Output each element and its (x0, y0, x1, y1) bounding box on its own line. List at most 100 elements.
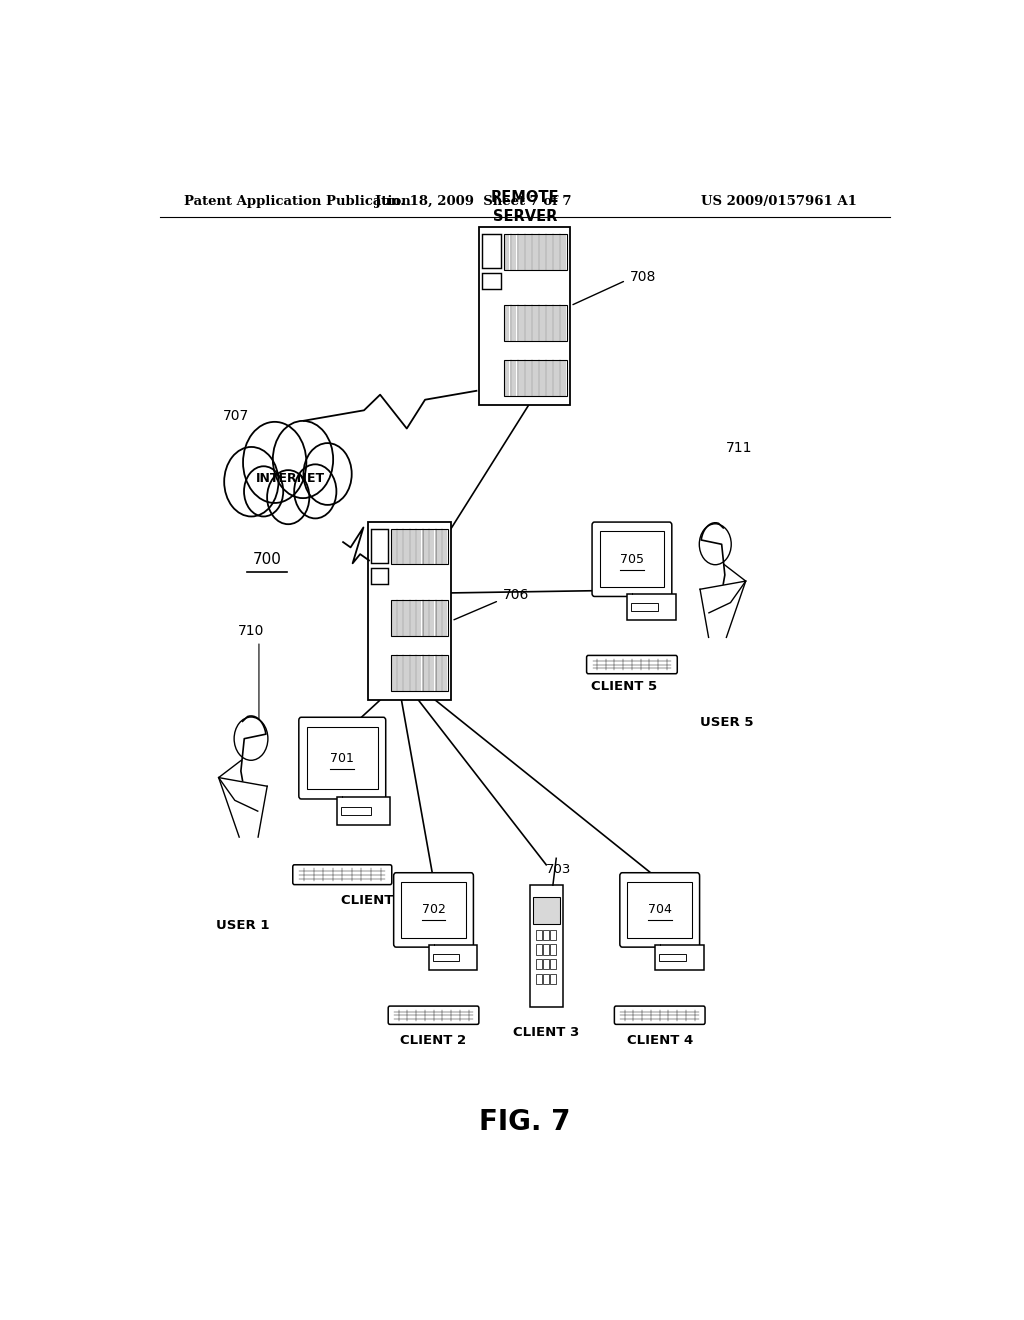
Text: 705: 705 (620, 553, 644, 566)
Text: USER 1: USER 1 (216, 919, 269, 932)
Bar (411, 529, 415, 565)
Circle shape (267, 470, 309, 524)
Circle shape (303, 444, 351, 504)
Bar (404, 601, 409, 636)
Circle shape (243, 422, 306, 503)
Bar (550, 929, 556, 940)
Bar (504, 360, 567, 396)
Bar (547, 360, 552, 396)
Bar (337, 797, 390, 825)
Bar (543, 929, 549, 940)
Bar (390, 655, 449, 690)
Bar (505, 360, 510, 396)
Text: 707: 707 (223, 409, 249, 422)
Bar (504, 234, 567, 269)
Bar (525, 360, 530, 396)
Text: US 2009/0157961 A1: US 2009/0157961 A1 (700, 194, 857, 207)
Bar (417, 601, 422, 636)
Bar (550, 958, 556, 969)
Bar (404, 655, 409, 690)
Bar (512, 234, 516, 269)
Bar (423, 655, 428, 690)
Bar (423, 601, 428, 636)
Bar (397, 655, 402, 690)
Bar (543, 958, 549, 969)
Bar (540, 360, 545, 396)
FancyBboxPatch shape (299, 717, 386, 799)
Bar (600, 531, 665, 587)
Bar (436, 529, 440, 565)
Bar (371, 568, 388, 583)
FancyBboxPatch shape (587, 656, 677, 673)
Circle shape (272, 421, 333, 498)
FancyBboxPatch shape (388, 1006, 479, 1024)
Bar (536, 944, 542, 954)
Bar (547, 305, 552, 341)
Bar (532, 305, 538, 341)
FancyBboxPatch shape (293, 865, 392, 884)
Bar (432, 954, 460, 961)
Bar (479, 227, 570, 405)
Bar (532, 898, 559, 924)
Bar (561, 305, 566, 341)
Text: 701: 701 (331, 751, 354, 764)
FancyBboxPatch shape (393, 873, 473, 948)
Text: INTERNET: INTERNET (256, 473, 326, 484)
Bar (368, 521, 452, 700)
Bar (532, 234, 538, 269)
Bar (518, 234, 523, 269)
Bar (561, 360, 566, 396)
Bar (482, 273, 501, 289)
Text: USER 5: USER 5 (700, 715, 754, 729)
Bar (540, 234, 545, 269)
Bar (536, 974, 542, 983)
Bar (411, 655, 415, 690)
Bar (543, 944, 549, 954)
Bar (554, 305, 559, 341)
Bar (307, 727, 378, 789)
Bar (554, 234, 559, 269)
Text: CLIENT 2: CLIENT 2 (400, 1034, 467, 1047)
Bar (401, 882, 466, 939)
Bar (554, 360, 559, 396)
Bar (658, 954, 685, 961)
Bar (529, 886, 563, 1007)
Bar (442, 601, 447, 636)
Circle shape (244, 466, 284, 516)
Bar (430, 529, 434, 565)
Bar (411, 601, 415, 636)
Bar (654, 945, 703, 970)
Circle shape (294, 465, 337, 519)
Bar (371, 529, 388, 562)
Bar (512, 360, 516, 396)
Text: Patent Application Publication: Patent Application Publication (183, 194, 411, 207)
Bar (561, 234, 566, 269)
Bar (525, 305, 530, 341)
Text: CLIENT 1: CLIENT 1 (341, 894, 408, 907)
Bar (429, 945, 477, 970)
Bar (627, 594, 676, 620)
Text: 710: 710 (238, 624, 264, 638)
Text: CLIENT 5: CLIENT 5 (591, 680, 657, 693)
Bar (397, 601, 402, 636)
Text: 703: 703 (546, 863, 571, 876)
Bar (391, 601, 395, 636)
FancyBboxPatch shape (614, 1006, 706, 1024)
Text: 708: 708 (630, 271, 656, 284)
Bar (525, 234, 530, 269)
Bar (390, 601, 449, 636)
Bar (628, 882, 692, 939)
Bar (442, 655, 447, 690)
Bar (504, 305, 567, 341)
Bar (631, 603, 657, 611)
Bar (430, 601, 434, 636)
Bar (341, 807, 371, 816)
Bar (518, 360, 523, 396)
Bar (482, 234, 501, 268)
FancyBboxPatch shape (620, 873, 699, 948)
Text: 711: 711 (726, 441, 753, 455)
Bar (436, 655, 440, 690)
Circle shape (224, 447, 279, 516)
Bar (540, 305, 545, 341)
Text: 706: 706 (503, 589, 529, 602)
